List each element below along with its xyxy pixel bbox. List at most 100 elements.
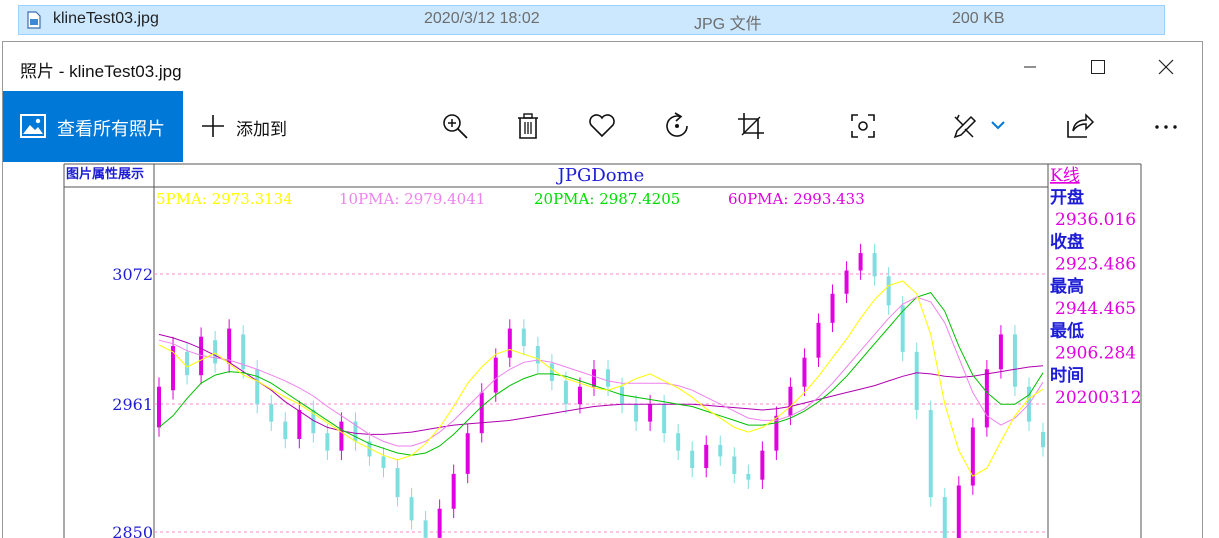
candle-body: [662, 404, 667, 434]
info-value: 2944.465: [1055, 299, 1136, 319]
candle-body: [381, 456, 386, 469]
candle-body: [213, 340, 218, 364]
candle-body: [367, 441, 372, 457]
candle-body: [339, 421, 344, 451]
candle-body: [802, 357, 807, 387]
candle-body: [255, 369, 260, 405]
window-title: 照片 - klineTest03.jpg: [20, 62, 182, 81]
minimize-icon[interactable]: [1015, 52, 1045, 82]
candle-body: [998, 334, 1003, 370]
candle-body: [577, 386, 582, 405]
candle-body: [830, 293, 835, 323]
candle-body: [311, 409, 316, 434]
ma-label: 10PMA: 2979.4041: [339, 190, 485, 208]
candle-body: [760, 450, 765, 480]
candle-body: [409, 497, 414, 521]
chevron-down-icon[interactable]: [988, 111, 1008, 141]
info-label: 开盘: [1050, 187, 1084, 208]
candle-body: [591, 369, 596, 387]
rotate-icon[interactable]: [662, 111, 692, 141]
candle-body: [914, 351, 919, 410]
candle-body: [563, 380, 568, 405]
candle-body: [353, 421, 358, 442]
candle-body: [942, 497, 947, 538]
candle-body: [199, 336, 204, 376]
candle-body: [171, 346, 176, 391]
candle-body: [900, 305, 905, 352]
add-to-label: 添加到: [236, 120, 287, 139]
candle-body: [157, 386, 161, 428]
candle-body: [535, 346, 540, 364]
candle-body: [732, 456, 737, 474]
candle-body: [746, 473, 751, 480]
plus-icon: [202, 115, 224, 137]
delete-icon[interactable]: [513, 111, 543, 141]
info-value: 2906.284: [1055, 344, 1136, 364]
candle-body: [606, 369, 611, 387]
candle-body: [549, 363, 554, 381]
candle-body: [956, 485, 961, 538]
ma-label: 5PMA: 2973.3134: [156, 190, 293, 208]
file-list-row[interactable]: klineTest03.jpg 2020/3/12 18:02 JPG 文件 2…: [18, 5, 1165, 35]
candle-body: [1041, 432, 1045, 448]
candle-body: [690, 450, 695, 469]
ma20-line: [158, 292, 1044, 456]
file-date: 2020/3/12 18:02: [424, 10, 540, 27]
candle-body: [620, 386, 625, 405]
favorite-icon[interactable]: [587, 111, 617, 141]
candle-body: [634, 404, 639, 422]
candle-body: [297, 409, 302, 440]
ma10-line: [158, 296, 1044, 447]
y-axis-ticks: 3072 2961 2850: [112, 265, 153, 538]
ma-label: 60PMA: 2993.433: [728, 190, 865, 208]
title-bar: 照片 - klineTest03.jpg: [3, 42, 1202, 91]
candle-body: [788, 386, 793, 416]
candle-body: [325, 433, 330, 451]
candle-body: [227, 328, 232, 364]
file-size: 200 KB: [952, 10, 1005, 27]
more-icon[interactable]: [1151, 111, 1181, 141]
photo-icon: [20, 114, 46, 138]
candle-body: [704, 444, 709, 469]
moving-average-lines: [158, 280, 1044, 477]
view-all-photos-button[interactable]: 查看所有照片: [3, 91, 183, 162]
enhance-icon[interactable]: [848, 111, 878, 141]
candle-body: [493, 357, 498, 393]
candle-body: [886, 276, 891, 306]
toolbar: 查看所有照片 添加到: [3, 91, 1202, 162]
candle-body: [774, 415, 779, 451]
ma60-line: [158, 333, 1044, 435]
candle-body: [676, 433, 681, 451]
maximize-icon[interactable]: [1083, 52, 1113, 82]
candle-body: [970, 427, 975, 486]
edit-icon[interactable]: [951, 111, 981, 141]
info-label: 收盘: [1050, 232, 1084, 253]
candle-body: [984, 369, 989, 428]
y-tick-label: 3072: [112, 265, 153, 284]
candle-body: [479, 392, 484, 434]
file-type: JPG 文件: [694, 16, 762, 33]
candle-body: [507, 328, 512, 358]
ma5-line: [158, 280, 1044, 477]
candle-body: [872, 253, 877, 277]
candle-body: [269, 404, 274, 422]
close-icon[interactable]: [1151, 52, 1181, 82]
crop-icon[interactable]: [736, 111, 766, 141]
candle-body: [1012, 334, 1017, 387]
image-file-icon: [27, 11, 41, 29]
view-all-photos-label: 查看所有照片: [57, 119, 165, 139]
candle-body: [451, 473, 456, 509]
candle-body: [423, 520, 428, 538]
kline-chart: 图片属性展示 JPGDome 5PMA: 2973.3134 10PMA: 297…: [3, 162, 1202, 538]
add-to-button[interactable]: 添加到: [200, 113, 287, 141]
kline-info-panel: K线开盘2936.016收盘2923.486最高2944.465最低2906.2…: [1050, 166, 1142, 408]
share-icon[interactable]: [1065, 111, 1095, 141]
left-panel-label: 图片属性展示: [66, 166, 144, 182]
info-heading: K线: [1050, 166, 1080, 186]
zoom-in-icon[interactable]: [440, 111, 470, 141]
info-value: 2923.486: [1055, 255, 1136, 275]
photos-window: 照片 - klineTest03.jpg 查看所有照片 添加到: [2, 41, 1203, 538]
candle-body: [185, 351, 190, 376]
ma-label: 20PMA: 2987.4205: [534, 190, 680, 208]
candle-body: [648, 404, 653, 422]
